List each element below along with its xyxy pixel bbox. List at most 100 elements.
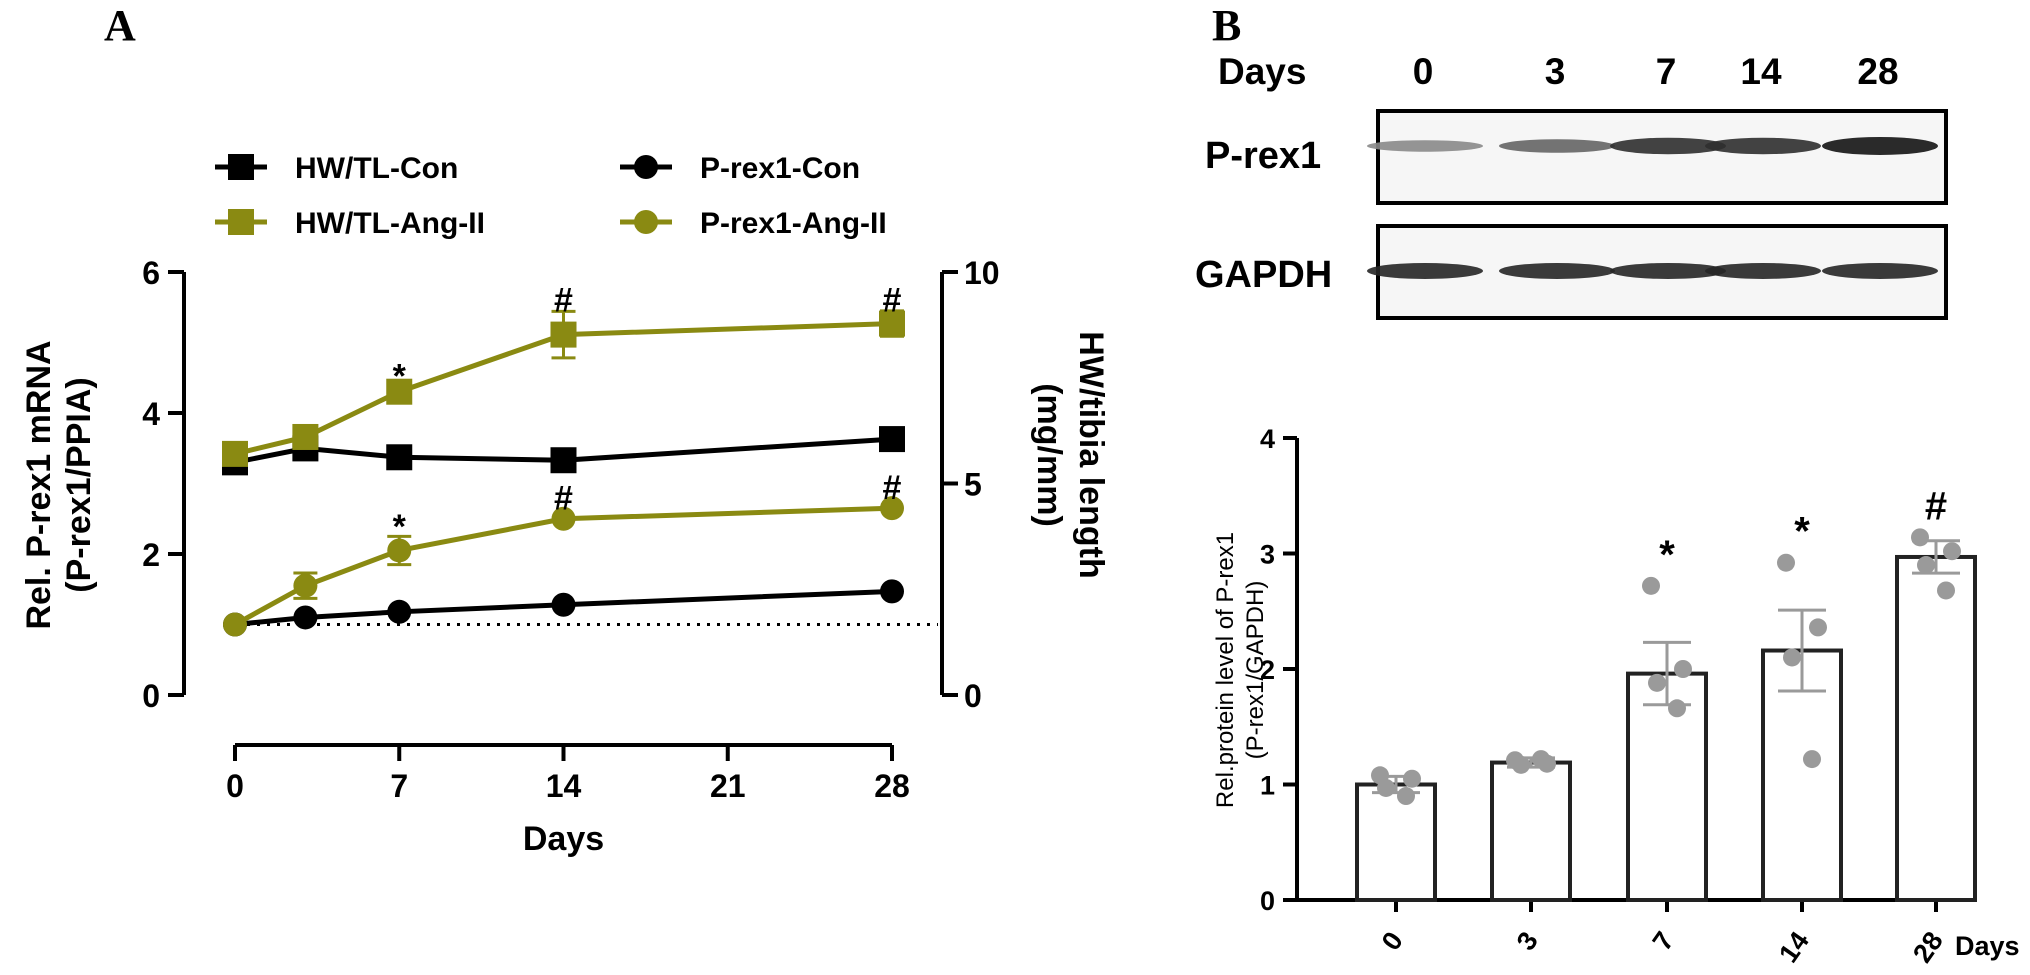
data-point-circle bbox=[223, 612, 247, 637]
blot-band bbox=[1822, 136, 1938, 155]
blot-band bbox=[1499, 139, 1615, 153]
blot-days-label: Days bbox=[1218, 51, 1306, 92]
right-y-axis-title-line: (mg/mm) bbox=[1030, 383, 1068, 527]
left-y-tick-label: 0 bbox=[142, 678, 160, 714]
bar-data-point bbox=[1403, 769, 1421, 788]
left-y-axis-title-line: (P-rex1/PPIA) bbox=[60, 377, 98, 592]
panel-a-annotations: * # # * # # bbox=[393, 281, 902, 545]
data-point-circle bbox=[387, 538, 412, 563]
blot-lane-label: 0 bbox=[1413, 51, 1434, 92]
bar-significance-marker: * bbox=[1659, 533, 1675, 577]
data-point-square bbox=[292, 423, 319, 450]
blot-rows: P-rex1 GAPDH bbox=[1195, 109, 1948, 320]
right-y-tick-label: 10 bbox=[964, 255, 1000, 291]
bar-significance-marker: # bbox=[1925, 484, 1947, 528]
blot-band bbox=[1705, 262, 1821, 279]
bar-data-point bbox=[1943, 542, 1961, 561]
blot-band bbox=[1822, 262, 1938, 279]
blot-band bbox=[1367, 140, 1483, 152]
blot-row-label: GAPDH bbox=[1195, 254, 1332, 296]
blot-lane-label: 3 bbox=[1545, 51, 1566, 92]
x-tick-label: 0 bbox=[226, 768, 244, 804]
bar-data-point bbox=[1532, 750, 1550, 769]
significance-marker: * bbox=[393, 508, 407, 546]
bar-significance-marker: * bbox=[1794, 510, 1810, 554]
bar-data-point bbox=[1642, 576, 1660, 595]
blot-band bbox=[1705, 137, 1821, 155]
panel-b-bar-chart: 0 1 2 3 4 Rel.protein level of P-rex1 (P-rex1/… bbox=[1212, 424, 2020, 968]
significance-marker: # bbox=[554, 480, 573, 518]
b-y-tick-label: 4 bbox=[1260, 424, 1275, 454]
blot-membrane bbox=[1376, 109, 1948, 205]
data-point-circle bbox=[293, 605, 318, 630]
bar-data-point bbox=[1777, 553, 1795, 572]
bar-data-point bbox=[1397, 787, 1415, 806]
b-x-tick-label: 14 bbox=[1773, 926, 1815, 968]
data-point-circle bbox=[880, 496, 904, 521]
b-y-axis-title: Rel.protein level of P-rex1 (P-rex1/GAPDH… bbox=[1212, 532, 1269, 808]
b-y-tick-label: 3 bbox=[1260, 540, 1275, 570]
x-tick-label: 28 bbox=[874, 768, 910, 804]
x-tick-label: 21 bbox=[710, 768, 746, 804]
legend-label: P-rex1-Con bbox=[700, 152, 860, 185]
b-x-tick-label: 28 bbox=[1907, 926, 1949, 968]
b-y-axis-title-line: (P-rex1/GAPDH) bbox=[1242, 581, 1269, 760]
x-tick-label: 14 bbox=[546, 768, 582, 804]
data-point-square bbox=[550, 321, 577, 348]
blot-band bbox=[1367, 262, 1483, 279]
bar-data-point bbox=[1648, 673, 1666, 692]
legend-marker-square bbox=[228, 209, 254, 235]
significance-marker: # bbox=[883, 281, 902, 319]
bar-data-point bbox=[1803, 750, 1821, 769]
blot-band bbox=[1499, 262, 1615, 279]
data-point-circle bbox=[387, 599, 412, 624]
data-point-circle bbox=[551, 592, 576, 617]
b-x-axis-title: Days bbox=[1955, 931, 2020, 961]
bar-data-point bbox=[1783, 648, 1801, 667]
panel-a-axes: 0 2 4 6 0 5 10 0 7 14 21 28 Days Rel. P-rex1 mRNA(P-r… bbox=[20, 255, 1110, 858]
data-point-square bbox=[879, 426, 905, 453]
bar bbox=[1490, 760, 1572, 902]
bar bbox=[1895, 554, 1977, 903]
bar-data-point bbox=[1377, 778, 1395, 797]
b-y-tick-label: 0 bbox=[1260, 886, 1275, 916]
b-y-tick-label: 2 bbox=[1260, 655, 1275, 685]
right-y-axis-title: HW/tibia length(mg/mm) bbox=[1030, 331, 1110, 578]
left-y-tick-label: 2 bbox=[142, 537, 160, 573]
bar-data-point bbox=[1668, 699, 1686, 718]
legend-marker-square bbox=[228, 154, 254, 180]
blot-row-label: P-rex1 bbox=[1205, 135, 1321, 177]
data-point-square bbox=[222, 440, 248, 467]
b-x-tick-label: 0 bbox=[1376, 926, 1409, 956]
western-blot: Days 0 3 7 14 28 P-rex1 GAPDH bbox=[1195, 51, 1948, 320]
legend-label: HW/TL-Con bbox=[295, 152, 458, 185]
b-x-tick-label: 3 bbox=[1511, 926, 1544, 956]
panel-letter-a: A bbox=[104, 1, 136, 50]
data-point-square bbox=[879, 310, 905, 337]
b-y-tick-label: 1 bbox=[1260, 771, 1275, 801]
legend-marker-circle bbox=[634, 155, 658, 179]
right-y-tick-label: 0 bbox=[964, 678, 982, 714]
panel-a-line-chart: HW/TL-Con HW/TL-Ang-II P-rex1-Con P-rex1-An… bbox=[20, 152, 1110, 858]
legend-marker-circle bbox=[634, 210, 658, 234]
panel-b-bars: * * # bbox=[1355, 484, 1977, 903]
left-y-axis-title: Rel. P-rex1 mRNA(P-rex1/PPIA) bbox=[20, 340, 98, 629]
panel-letter-b: B bbox=[1212, 1, 1241, 50]
bar bbox=[1626, 671, 1708, 902]
data-point-circle bbox=[293, 573, 318, 598]
bar-data-point bbox=[1512, 755, 1530, 774]
panel-a-series bbox=[222, 309, 905, 637]
significance-marker: # bbox=[554, 281, 573, 319]
bar-data-point bbox=[1809, 618, 1827, 637]
significance-marker: * bbox=[393, 358, 407, 396]
blot-band bbox=[1610, 137, 1726, 155]
data-point-square bbox=[386, 378, 413, 405]
x-tick-label: 7 bbox=[390, 768, 408, 804]
panel-a-legend: HW/TL-Con HW/TL-Ang-II P-rex1-Con P-rex1-An… bbox=[215, 152, 887, 240]
blot-lane-label: 28 bbox=[1857, 51, 1898, 92]
left-y-axis-title-line: Rel. P-rex1 mRNA bbox=[20, 340, 58, 629]
b-y-axis-title-line: Rel.protein level of P-rex1 bbox=[1212, 532, 1239, 808]
bar-data-point bbox=[1674, 660, 1692, 678]
blot-lane-label: 7 bbox=[1656, 51, 1677, 92]
